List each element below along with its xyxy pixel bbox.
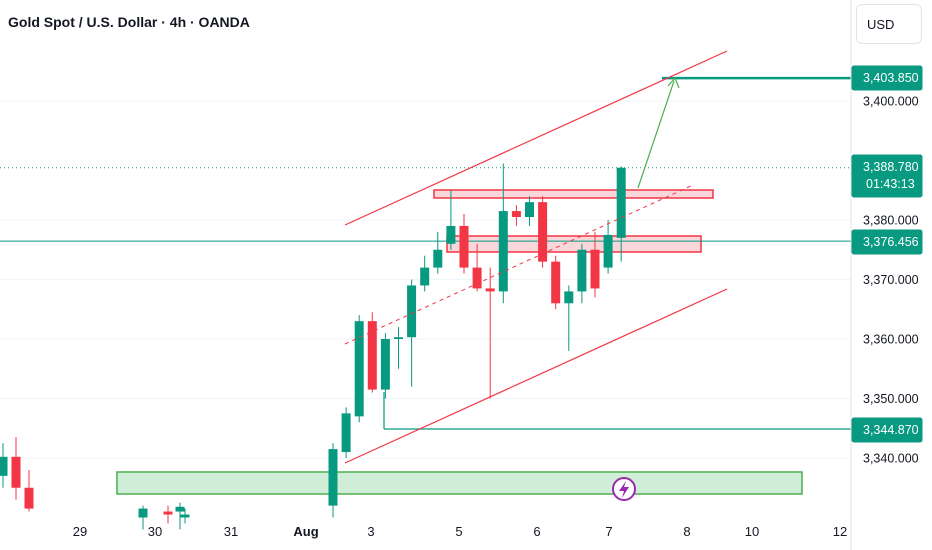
candle-body	[590, 249, 600, 289]
candle-body	[498, 211, 508, 292]
arrow-head	[667, 76, 680, 89]
candle-body	[538, 202, 548, 262]
target-label-text: 3,403.850	[863, 71, 919, 85]
resistance-zone	[433, 189, 714, 199]
channel-mid	[344, 184, 694, 345]
candle-body	[380, 339, 390, 390]
candle-body	[420, 267, 430, 286]
candle-body	[180, 514, 190, 518]
countdown-text: 01:43:13	[866, 177, 915, 191]
projection-arrow	[637, 80, 675, 189]
time-tick-label: 3	[367, 524, 374, 539]
level-lines	[0, 76, 851, 430]
price-axis: 3,340.000 3,350.000 3,360.000 3,370.000 3,38…	[850, 0, 919, 550]
candle-body	[0, 456, 8, 476]
time-tick-label: Aug	[293, 524, 318, 539]
candle-body	[616, 167, 626, 238]
level-label-box	[851, 229, 923, 255]
candle-body	[577, 249, 587, 292]
drawings	[344, 50, 728, 464]
candle-body	[407, 285, 417, 338]
current-label-box	[851, 154, 923, 198]
pivot-zone	[446, 235, 702, 253]
candle-body	[354, 321, 364, 417]
candle-body	[328, 449, 338, 506]
candle-body	[11, 456, 21, 488]
candle-body	[564, 291, 574, 304]
support-label-text: 3,344.870	[863, 423, 919, 437]
candle-body	[485, 288, 495, 292]
candle-body	[163, 511, 173, 515]
candle-body	[525, 202, 534, 218]
time-tick-label: 29	[73, 524, 87, 539]
price-tick-label: 3,340.000	[863, 452, 919, 466]
time-axis: 29 30 31 Aug 3 5 6 7 8 10 12	[73, 524, 847, 539]
candle-body	[603, 234, 613, 268]
price-tick-label: 3,350.000	[863, 392, 919, 406]
level-price-label: 3,376.456	[851, 229, 923, 255]
candle-body	[175, 506, 185, 512]
zones	[116, 189, 803, 495]
price-tick-label: 3,370.000	[863, 273, 919, 287]
time-tick-label: 10	[745, 524, 759, 539]
candles	[0, 163, 626, 530]
candle-body	[511, 211, 521, 218]
candle-body	[341, 413, 351, 453]
candle-body	[367, 321, 377, 390]
candle-body	[551, 261, 561, 304]
demand-zone	[116, 471, 803, 495]
chart-title: Gold Spot / U.S. Dollar · 4h · OANDA	[8, 14, 250, 30]
price-tick-label: 3,360.000	[863, 333, 919, 347]
support-price-label: 3,344.870	[851, 417, 923, 443]
time-tick-label: 5	[455, 524, 462, 539]
candle-body	[24, 487, 34, 509]
target-price-label: 3,403.850	[851, 65, 923, 91]
lightning-icon[interactable]	[612, 477, 636, 501]
candle-body	[446, 225, 456, 244]
time-tick-label: 31	[224, 524, 238, 539]
time-tick-label: 8	[683, 524, 690, 539]
currency-selector[interactable]: USD	[856, 4, 922, 44]
target-label-box	[851, 65, 923, 91]
grid	[0, 100, 851, 459]
time-tick-label: 30	[148, 524, 162, 539]
time-tick-label: 12	[833, 524, 847, 539]
current-price-label: 3,388.780 01:43:13	[851, 154, 923, 198]
level-label-text: 3,376.456	[863, 235, 919, 249]
channel-upper	[344, 50, 728, 226]
candle-body	[433, 249, 443, 268]
channel-lower	[344, 288, 728, 464]
candle-body	[459, 225, 469, 268]
price-tick-label: 3,400.000	[863, 95, 919, 109]
price-tick-label: 3,380.000	[863, 214, 919, 228]
price-labels: 3,403.850 3,388.780 01:43:13 3,376.456 3,344…	[851, 65, 923, 443]
candle-body	[472, 267, 482, 289]
support-label-box	[851, 417, 923, 443]
time-tick-label: 7	[605, 524, 612, 539]
candle-body	[138, 508, 148, 518]
current-label-text: 3,388.780	[863, 160, 919, 174]
candle-body	[394, 337, 403, 339]
time-tick-label: 6	[533, 524, 540, 539]
